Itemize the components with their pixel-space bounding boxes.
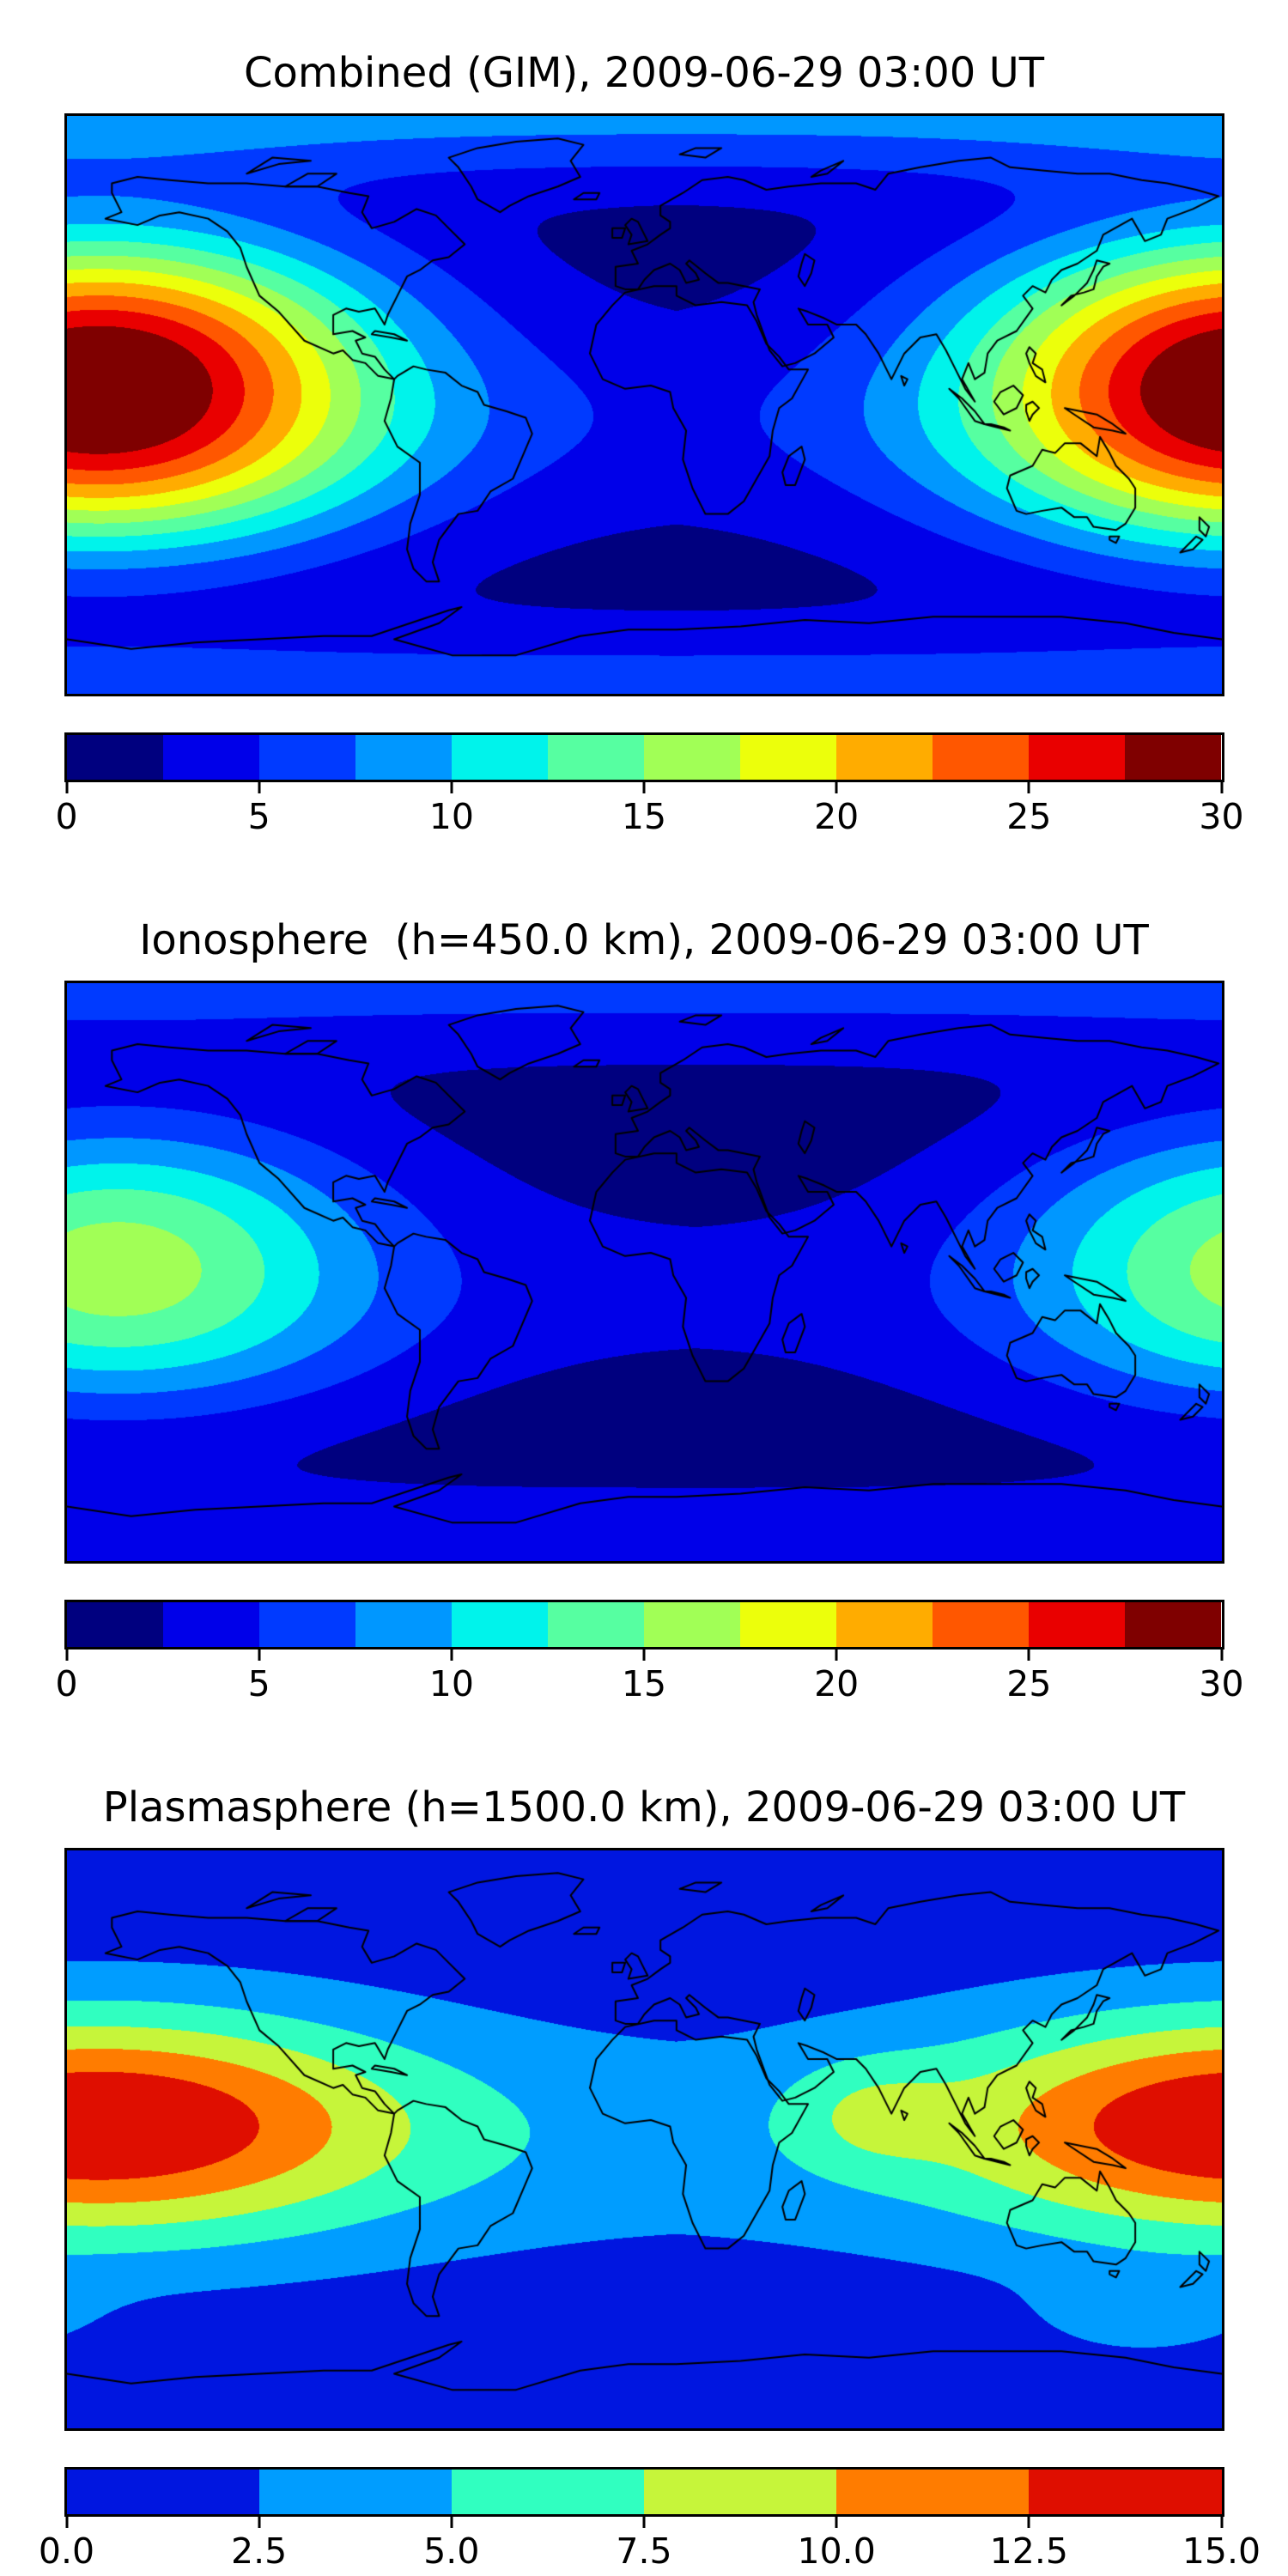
map-canvas-ionosphere [66,983,1222,1561]
panel-ionosphere: Ionosphere (h=450.0 km), 2009-06-29 03:0… [0,917,1288,1706]
colorbar-segment [66,2470,259,2514]
colorbar-segment [66,735,163,780]
colorbar-tick [258,782,261,793]
colorbar-tick-label: 30 [1199,796,1244,837]
colorbar-tick [642,782,646,793]
colorbar-tick [1027,782,1030,793]
colorbar-tick-label: 5 [247,1663,270,1704]
colorbar-segment [1029,1602,1126,1647]
panel-title: Plasmasphere (h=1500.0 km), 2009-06-29 0… [102,1783,1186,1832]
colorbar-segment [258,735,355,780]
colorbar-tick-label: 25 [1006,796,1052,837]
colorbar-segment [740,735,837,780]
colorbar-segment [258,2470,452,2514]
colorbar-segment [643,1602,741,1647]
map-frame [64,981,1224,1564]
map-canvas-plasmasphere [66,1850,1222,2428]
colorbar-tick-label: 15.0 [1182,2530,1261,2572]
colorbar-ionosphere: 0 5 10 15 20 25 30 [55,1600,1244,1706]
colorbar-bar [64,2467,1224,2517]
colorbar-tick [1027,2517,1030,2528]
colorbar-tick [835,2517,838,2528]
colorbar-tick-label: 0 [55,1663,78,1704]
colorbar-tick [65,2517,68,2528]
colorbar-tick [450,1649,453,1661]
colorbar-segment [643,735,741,780]
colorbar-tick [1027,1649,1030,1661]
colorbar-tick-label: 20 [814,796,860,837]
colorbar-segment [162,1602,259,1647]
colorbar-tick [835,1649,838,1661]
colorbar-tick [258,1649,261,1661]
colorbar-segment [1029,2470,1222,2514]
colorbar-segment [451,2470,645,2514]
colorbar-tick [258,2517,261,2528]
panel-plasmasphere: Plasmasphere (h=1500.0 km), 2009-06-29 0… [0,1784,1288,2573]
colorbar-tick-label: 15 [621,796,667,837]
colorbar-segment [740,1602,837,1647]
colorbar-segment [258,1602,355,1647]
colorbar-tick-label: 2.5 [231,2530,288,2572]
colorbar-segment [547,735,644,780]
colorbar-tick [642,1649,646,1661]
colorbar-tick-label: 12.5 [989,2530,1068,2572]
colorbar-tick-label: 25 [1006,1663,1052,1704]
colorbar-bar [64,1600,1224,1649]
panel-title: Combined (GIM), 2009-06-29 03:00 UT [243,49,1045,97]
colorbar-segment [644,2470,837,2514]
colorbar-segment [66,1602,163,1647]
colorbar-segment [836,1602,933,1647]
colorbar-tick [835,782,838,793]
colorbar-segment [355,735,452,780]
colorbar-tick-label: 30 [1199,1663,1244,1704]
map-canvas-combined [66,116,1222,694]
colorbar-tick [450,2517,453,2528]
colorbar-tick-label: 15 [621,1663,667,1704]
colorbar-tick-label: 7.5 [616,2530,672,2572]
colorbar-tick-labels: 0.0 2.5 5.0 7.5 10.0 12.5 15.0 [39,2530,1261,2573]
colorbar-segment [836,735,933,780]
colorbar-tick-label: 10 [428,796,474,837]
colorbar-tick-label: 10 [428,1663,474,1704]
colorbar-tick-label: 0.0 [38,2530,95,2572]
colorbar-segment [547,1602,644,1647]
colorbar-segment [1125,735,1222,780]
colorbar-segment [451,735,548,780]
colorbar-tick-label: 10.0 [797,2530,876,2572]
colorbar-segment [933,735,1030,780]
colorbar-tick-label: 20 [814,1663,860,1704]
colorbar-tick-label: 0 [55,796,78,837]
colorbar-combined: 0 5 10 15 20 25 30 [55,732,1244,839]
colorbar-tick [1220,2517,1223,2528]
colorbar-bar [64,732,1224,782]
colorbar-tick [65,1649,68,1661]
colorbar-tick-label: 5 [247,796,270,837]
colorbar-segment [933,1602,1030,1647]
colorbar-segment [1029,735,1126,780]
colorbar-tick [1220,1649,1223,1661]
colorbar-segment [451,1602,548,1647]
colorbar-plasmasphere: 0.0 2.5 5.0 7.5 10.0 12.5 15.0 [39,2467,1261,2573]
map-frame [64,113,1224,696]
colorbar-tick-labels: 0 5 10 15 20 25 30 [55,796,1243,839]
colorbar-segment [162,735,259,780]
colorbar-segment [836,2470,1030,2514]
colorbar-segment [1125,1602,1222,1647]
colorbar-segment [355,1602,452,1647]
panel-title: Ionosphere (h=450.0 km), 2009-06-29 03:0… [139,916,1149,964]
colorbar-tick [65,782,68,793]
panel-combined-gim: Combined (GIM), 2009-06-29 03:00 UT 0 5 10… [0,50,1288,839]
colorbar-tick-label: 5.0 [423,2530,480,2572]
colorbar-tick [1220,782,1223,793]
map-frame [64,1848,1224,2431]
colorbar-tick-labels: 0 5 10 15 20 25 30 [55,1663,1243,1706]
colorbar-tick [642,2517,646,2528]
colorbar-tick [450,782,453,793]
